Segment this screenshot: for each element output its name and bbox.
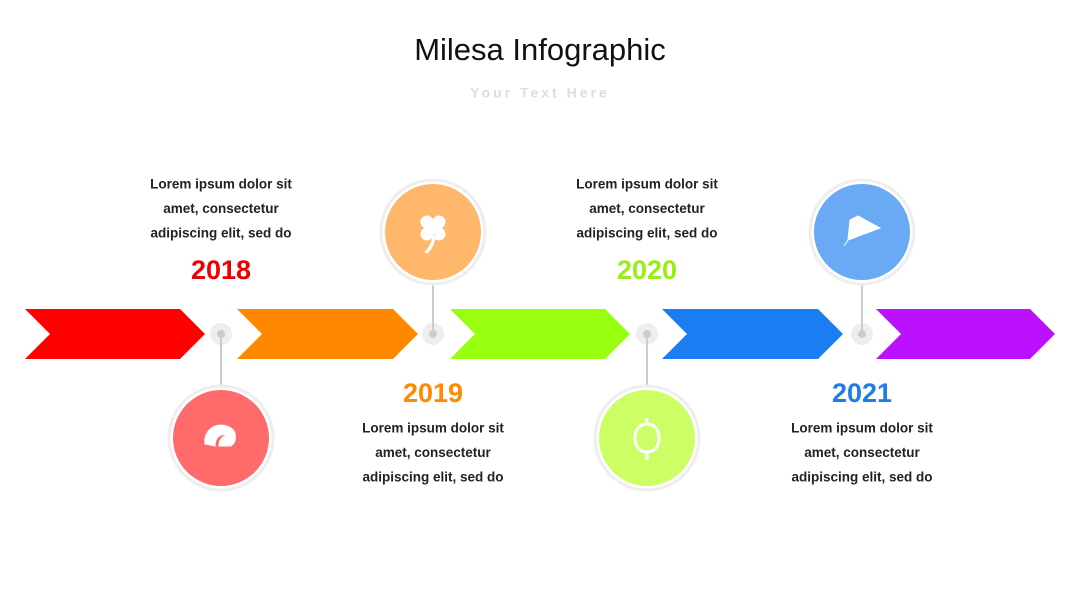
description-line: adipiscing elit, sed do — [791, 470, 932, 485]
description-line: amet, consectetur — [804, 445, 920, 460]
milestone: 2021 Lorem ipsum dolor sit amet, consectet… — [791, 178, 933, 485]
milestone: 2018 Lorem ipsum dolor sit amet, consectet… — [150, 177, 292, 492]
title: Milesa Infographic — [414, 32, 666, 67]
chevron — [25, 309, 205, 359]
chevron — [662, 309, 843, 359]
description-line: Lorem ipsum dolor sit — [150, 177, 292, 192]
milestone: 2020 Lorem ipsum dolor sit amet, consectet… — [576, 177, 718, 492]
description-line: adipiscing elit, sed do — [576, 226, 717, 241]
description-line: Lorem ipsum dolor sit — [576, 177, 718, 192]
year-label: 2019 — [403, 378, 463, 408]
icon — [420, 215, 446, 254]
icon-circle — [599, 390, 695, 486]
arrow-track — [25, 309, 1055, 359]
description-line: Lorem ipsum dolor sit — [362, 421, 504, 436]
description-line: Lorem ipsum dolor sit — [791, 421, 933, 436]
chevron — [876, 309, 1055, 359]
description-line: adipiscing elit, sed do — [362, 470, 503, 485]
chevron — [237, 309, 418, 359]
chevron — [450, 309, 630, 359]
description-line: amet, consectetur — [163, 201, 279, 216]
icon-circle — [173, 390, 269, 486]
subtitle: Your Text Here — [470, 85, 610, 101]
icon — [633, 418, 661, 460]
year-label: 2018 — [191, 255, 251, 285]
icon — [843, 215, 882, 247]
description-line: amet, consectetur — [589, 201, 705, 216]
milestone: 2019 Lorem ipsum dolor sit amet, consectet… — [362, 178, 504, 485]
year-label: 2020 — [617, 255, 677, 285]
year-label: 2021 — [832, 378, 892, 408]
icon — [204, 424, 236, 447]
description-line: adipiscing elit, sed do — [150, 226, 291, 241]
description-line: amet, consectetur — [375, 445, 491, 460]
